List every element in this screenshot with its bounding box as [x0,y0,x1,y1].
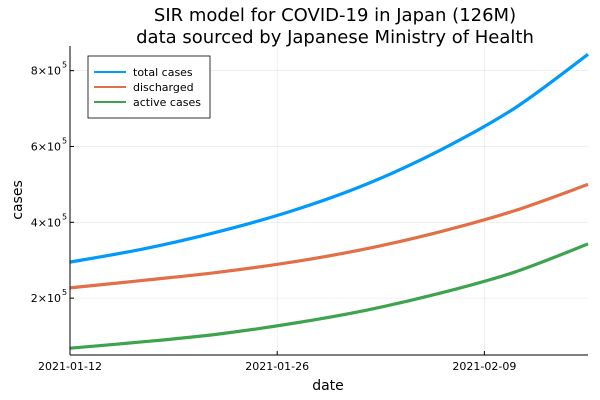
legend-label-1: discharged [133,81,194,94]
series-lines [69,53,589,350]
legend-label-2: active cases [133,96,201,109]
y-tick-exponent: 5 [62,136,67,145]
y-tick-exponent: 5 [62,212,67,221]
series-line-1 [69,182,589,290]
series-line-2 [69,242,589,350]
ticks: 2021-01-12 2021-01-26 2021-02-092×10 54×10 5… [31,61,517,373]
x-axis-label: date [312,378,344,394]
y-tick-exponent: 5 [62,288,67,297]
chart-subtitle: data sourced by Japanese Ministry of Hea… [136,27,534,48]
series-line-0 [69,53,589,264]
legend: total cases discharged active cases [87,55,211,119]
y-axis-label: cases [10,180,26,219]
y-tick-label: 6×10 [31,140,61,153]
x-tick-label: 2021-01-12 [38,360,102,373]
y-tick-label: 4×10 [31,216,61,229]
x-tick-label: 2021-02-09 [452,360,516,373]
x-tick-label: 2021-01-26 [245,360,309,373]
chart-title: SIR model for COVID-19 in Japan (126M) [154,5,516,26]
y-tick-label: 2×10 [31,292,61,305]
axes [69,46,588,356]
legend-label-0: total cases [133,66,193,79]
y-tick-exponent: 5 [62,61,67,70]
y-tick-label: 8×10 [31,65,61,78]
